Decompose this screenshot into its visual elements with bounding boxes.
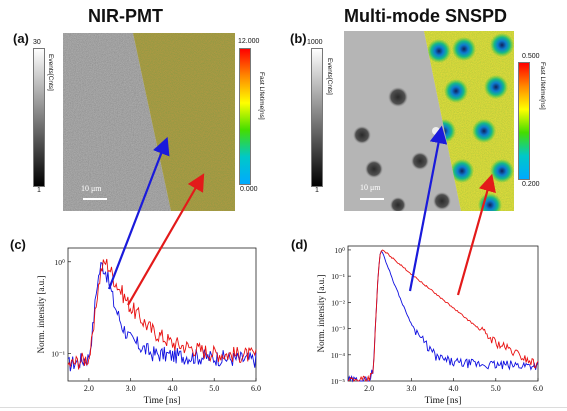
chart-c-series — [67, 258, 257, 372]
xtick-label: 3.0 — [126, 384, 136, 393]
arrow-blue-a — [107, 136, 170, 290]
scale-bar-b — [360, 198, 384, 200]
chart-c-ylabel: Norm. intensity [a.u.] — [36, 276, 46, 354]
xtick-label: 3.0 — [406, 384, 416, 393]
xtick-label: 5.0 — [491, 384, 501, 393]
series-line-red — [347, 249, 539, 382]
xtick-label: 2.0 — [364, 384, 374, 393]
panel-a-letter: (a) — [13, 31, 29, 46]
panel-a-title: NIR-PMT — [88, 6, 163, 26]
xtick-label: 6.0 — [533, 384, 543, 393]
panel-b-title: Multi-mode SNSPD — [344, 6, 508, 26]
chart-d-series — [347, 249, 539, 383]
arrow-red-b — [456, 173, 496, 296]
ytick-label: 10⁻¹ — [331, 272, 345, 281]
gray-colorbar-a — [33, 48, 45, 187]
color-colorbar-a — [239, 48, 251, 185]
panel-c-letter: (c) — [10, 237, 26, 252]
gray-colorbar-b-bottom: 1 — [315, 187, 319, 194]
gray-colorbar-a-bottom: 1 — [37, 187, 41, 194]
gray-colorbar-a-top: 30 — [33, 39, 41, 46]
decay-chart-c: 2.0 3.0 4.0 5.0 6.0 10⁰ 10⁻¹ Time [ns] Norm. i… — [36, 247, 261, 406]
ytick-label: 10⁻⁴ — [331, 351, 345, 360]
scale-text-b: 10 μm — [360, 183, 381, 192]
panel-b-letter: (b) — [290, 31, 307, 46]
bottom-rule — [0, 407, 567, 408]
xtick-label: 6.0 — [251, 384, 261, 393]
xtick-label: 2.0 — [84, 384, 94, 393]
chart-d-xlabel: Time [ns] — [425, 396, 462, 406]
ytick-label: 10⁻² — [331, 298, 345, 307]
ytick-label: 10⁰ — [334, 246, 345, 255]
panel-d-letter: (d) — [291, 237, 308, 252]
series-line-red — [67, 258, 257, 370]
gray-colorbar-b-top: 1000 — [307, 39, 323, 46]
flim-image-a: 10 μm — [63, 33, 235, 211]
arrow-blue-b — [408, 125, 448, 292]
chart-c-xlabel: Time [ns] — [144, 396, 181, 406]
color-colorbar-a-top: 12.000 — [238, 38, 260, 45]
chart-d-ylabel: Norm. intensity [a.u.] — [316, 275, 326, 353]
chart-d-frame — [347, 245, 539, 382]
ytick-label: 10⁰ — [54, 258, 65, 267]
gray-colorbar-b — [311, 48, 323, 187]
xtick-label: 4.0 — [449, 384, 459, 393]
color-colorbar-a-bottom: 0.000 — [240, 186, 258, 193]
arrow-red-a — [127, 173, 205, 306]
ytick-label: 10⁻⁵ — [331, 377, 345, 386]
scale-text-a: 10 μm — [81, 184, 102, 193]
xtick-label: 4.0 — [167, 384, 177, 393]
color-colorbar-b-bottom: 0.200 — [522, 181, 540, 188]
color-colorbar-b-top: 0.500 — [522, 53, 540, 60]
ytick-label: 10⁻¹ — [51, 349, 65, 358]
chart-c-ticks: 2.0 3.0 4.0 5.0 6.0 10⁰ 10⁻¹ — [51, 258, 261, 393]
scale-bar-a — [83, 198, 107, 200]
flim-image-b: 10 μm — [344, 31, 514, 211]
ytick-label: 10⁻³ — [331, 325, 345, 334]
decay-chart-d: 2.0 3.0 4.0 5.0 6.0 10⁰ 10⁻¹ 10⁻² 10⁻³ 10⁻⁴ 10⁻⁵ T… — [316, 245, 543, 406]
chart-d-ticks: 2.0 3.0 4.0 5.0 6.0 10⁰ 10⁻¹ 10⁻² 10⁻³ 10⁻⁴ 10⁻⁵ — [331, 246, 543, 393]
color-colorbar-b — [518, 62, 530, 180]
xtick-label: 5.0 — [209, 384, 219, 393]
